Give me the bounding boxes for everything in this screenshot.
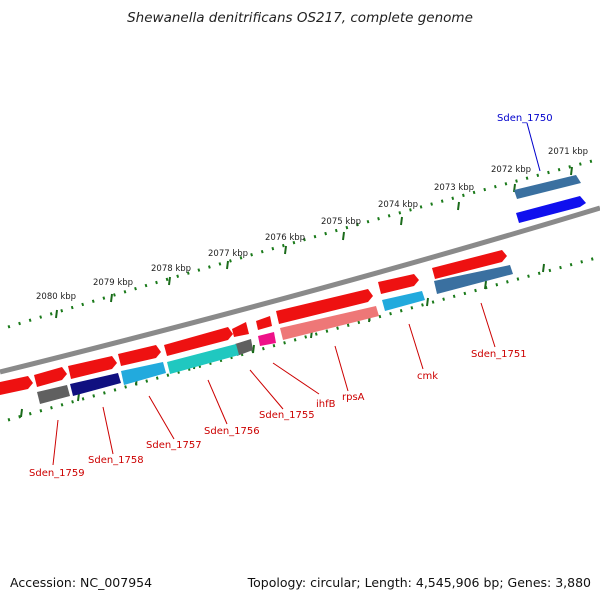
gene-label-rpsa: rpsA xyxy=(342,392,365,403)
leader-1757 xyxy=(148,395,175,440)
gene-1755-lower xyxy=(235,339,253,356)
ruler-tick-2073 xyxy=(457,201,460,211)
gene-1758-upper xyxy=(68,356,117,379)
ruler-tick-inner-9 xyxy=(484,280,487,290)
gene-1755-upper xyxy=(232,322,249,337)
leader-1758 xyxy=(102,406,114,455)
leader-1759 xyxy=(52,419,59,466)
gene-1760-upper xyxy=(0,376,33,395)
ruler-tick-2072 xyxy=(513,183,516,193)
gene-1751-lower xyxy=(434,265,513,294)
genome-summary-footer: Topology: circular; Length: 4,545,906 bp… xyxy=(247,575,591,590)
map-title: Shewanella denitrificans OS217, complete… xyxy=(127,10,473,26)
gene-label-sden-1759: Sden_1759 xyxy=(29,468,85,479)
ruler-label-2073: 2073 kbp xyxy=(434,183,474,193)
ruler-label-2076: 2076 kbp xyxy=(265,233,305,243)
ruler-label-2075: 2075 kbp xyxy=(321,217,361,227)
label-leaders xyxy=(52,122,541,466)
gene-1750-a xyxy=(514,175,581,199)
leader-cmk xyxy=(408,323,424,370)
genome-backbone xyxy=(0,205,600,375)
ruler-tick-inner-5 xyxy=(252,344,255,354)
ruler-tick-2075 xyxy=(342,231,345,241)
ruler-tick-inner-10 xyxy=(542,263,545,273)
genes-forward-outer xyxy=(514,175,586,223)
gene-label-sden-1756: Sden_1756 xyxy=(204,426,260,437)
ruler-label-2079: 2079 kbp xyxy=(93,278,133,288)
leader-ihfB xyxy=(272,362,320,395)
leader-1750 xyxy=(526,122,541,172)
gene-label-ihfb: ihfB xyxy=(316,399,336,410)
gene-1757-lower xyxy=(121,362,166,385)
gene-rpsA-upper xyxy=(276,289,373,324)
leader-1755 xyxy=(249,369,284,410)
gene-label-sden-1755: Sden_1755 xyxy=(259,410,315,421)
ruler-tick-2076 xyxy=(284,245,287,255)
ruler-label-2078: 2078 kbp xyxy=(151,264,191,274)
gene-label-sden-1757: Sden_1757 xyxy=(146,440,202,451)
gene-cmk-lower xyxy=(382,291,425,311)
ruler-tick-2077 xyxy=(226,260,229,270)
ruler-tick-inner-1 xyxy=(20,408,23,418)
gene-label-sden-1750: Sden_1750 xyxy=(497,113,553,124)
leader-rpsA xyxy=(334,345,349,392)
gene-label-sden-1751: Sden_1751 xyxy=(471,349,527,360)
gene-1751-upper xyxy=(432,250,507,279)
ruler-tick-2079 xyxy=(110,293,113,303)
gene-1759-upper xyxy=(34,367,67,387)
gene-cmk-upper xyxy=(378,274,419,294)
gene-1757-upper xyxy=(118,345,161,366)
gene-ihfB-upper xyxy=(256,316,272,330)
accession-footer: Accession: NC_007954 xyxy=(10,575,153,590)
leader-1751 xyxy=(480,302,496,348)
ruler-tick-inner-8 xyxy=(426,297,429,307)
ruler-tick-2074 xyxy=(400,216,403,226)
leader-1756 xyxy=(207,379,228,425)
ruler-label-2074: 2074 kbp xyxy=(378,200,418,210)
genes-forward-upper xyxy=(0,250,507,395)
gene-1758-lower xyxy=(70,373,121,396)
ruler-inner xyxy=(7,256,597,422)
ruler-label-2071: 2071 kbp xyxy=(548,147,588,157)
gene-1756-upper xyxy=(164,327,233,356)
gene-1756-lower xyxy=(167,344,239,374)
ruler-outer xyxy=(7,158,597,329)
gene-label-sden-1758: Sden_1758 xyxy=(88,455,144,466)
ruler-tick-2078 xyxy=(168,276,171,286)
ruler-tick-2080 xyxy=(55,309,58,319)
gene-1759-lower xyxy=(37,385,70,404)
gene-rpsA-lower xyxy=(280,306,379,340)
ruler-label-2080: 2080 kbp xyxy=(36,292,76,302)
gene-1750-b xyxy=(516,196,586,223)
gene-ihfB-lower xyxy=(258,332,276,346)
ruler-ticks xyxy=(20,166,573,418)
genes-forward-lower xyxy=(37,265,513,404)
gene-label-cmk: cmk xyxy=(417,371,438,382)
ruler-tick-2071 xyxy=(570,166,573,176)
ruler-label-2077: 2077 kbp xyxy=(208,249,248,259)
ruler-label-2072: 2072 kbp xyxy=(491,165,531,175)
